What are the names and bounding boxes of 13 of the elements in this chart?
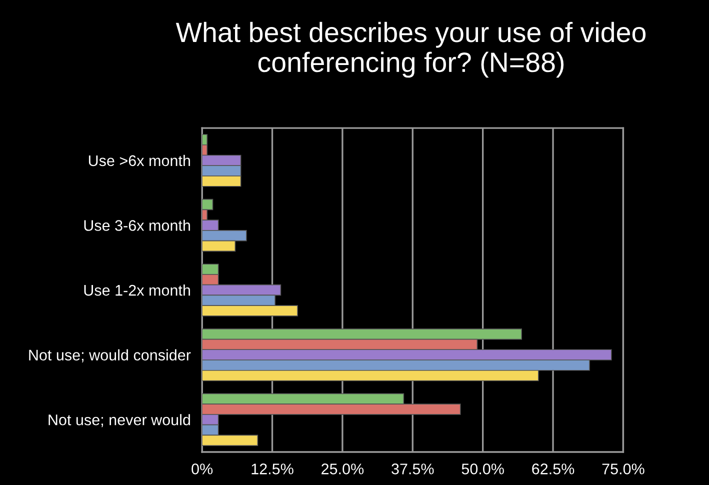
x-tick-label: 62.5% [532, 464, 574, 474]
x-tick-label: 50.0% [462, 464, 504, 474]
x-tick-label: 12.5% [252, 464, 294, 474]
y-tick-label: Not use; never would [48, 414, 190, 428]
x-tick-label: 0% [192, 464, 213, 474]
chart-title: What best describes your use of video conferencing for? (N=88) [176, 22, 646, 78]
x-tick-label: 37.5% [392, 464, 434, 474]
y-tick-label: Use 1-2x month [84, 284, 190, 296]
y-tick-label: Use 3-6x month [84, 220, 190, 231]
x-tick-label: 75.0% [602, 464, 644, 474]
y-tick-label: Use >6x month [88, 154, 190, 166]
y-tick-label: Not use; would consider [29, 349, 191, 362]
x-tick-label: 25.0% [322, 464, 364, 474]
